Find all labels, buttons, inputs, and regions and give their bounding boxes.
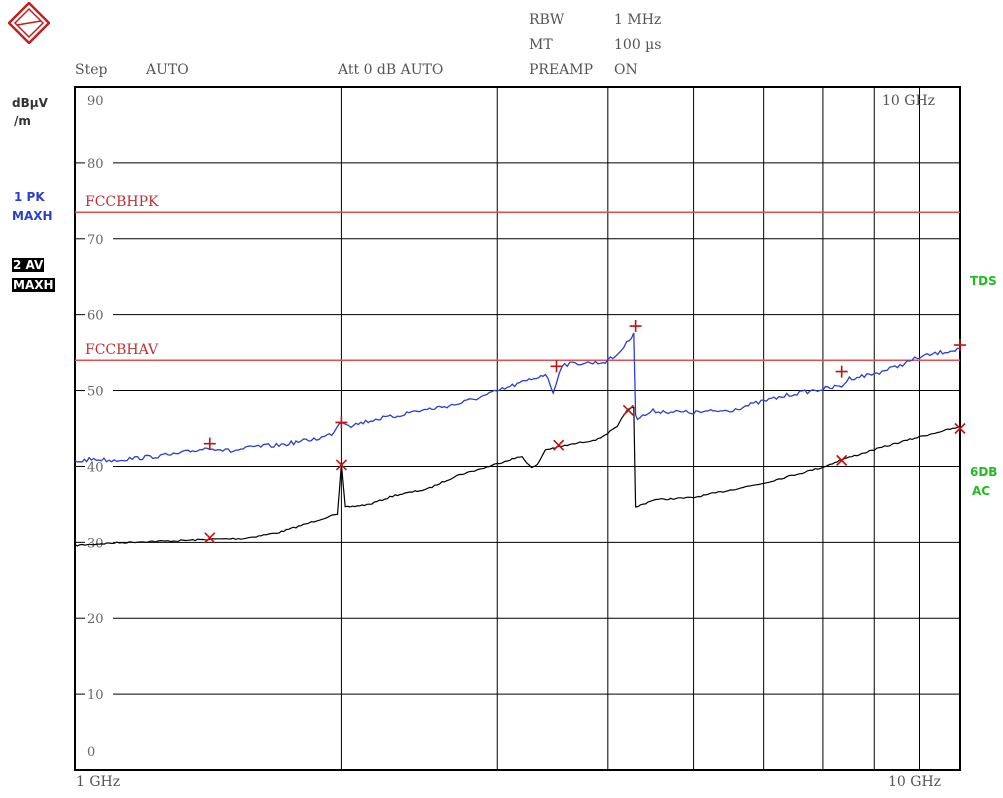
rohde-schwarz-logo [7,1,51,48]
preamp-label: PREAMP [529,62,594,78]
mt-label: MT [529,37,553,53]
tds-label: TDS [970,274,997,288]
average-marker-x [335,459,347,471]
y-tick-label: 90 [87,94,104,109]
step-value: AUTO [146,62,189,78]
peak-marker-plus [550,360,563,373]
unit-label-line2: /m [14,114,31,128]
peak-marker-plus [335,416,348,429]
unit-label-line1: dBµV [12,96,48,110]
plot-frame [74,86,961,771]
average-marker-x [622,404,634,416]
trace2-mode-line2: MAXH [12,278,55,292]
attenuation-text: Att 0 dB AUTO [338,62,444,78]
y-tick-label: 30 [87,536,104,551]
ac-label: AC [972,484,991,498]
rbw-value: 1 MHz [614,12,662,28]
average-marker-x [204,532,216,544]
trace1-mode-line2: MAXH [12,209,53,223]
trace-1-peak [74,332,961,463]
mt-value: 100 µs [614,37,662,53]
y-tick-label: 80 [87,157,104,172]
6db-label: 6DB [970,465,998,479]
y-tick-label: 10 [87,688,104,703]
limit-line-label: FCCBHAV [85,342,159,358]
x-axis-stop-label: 10 GHz [888,774,942,790]
rbw-label: RBW [529,12,565,28]
trace-2-average [74,406,961,547]
average-marker-x [836,454,848,466]
y-tick-label: 50 [87,385,104,400]
average-marker-x [553,439,565,451]
y-tick-label: 0 [87,745,95,760]
peak-marker-plus [203,437,216,450]
trace1-mode-line1: 1 PK [14,190,45,204]
limit-line-label: FCCBHPK [85,194,159,210]
x-axis-start-label: 1 GHz [76,774,121,790]
average-marker-x [954,422,966,435]
y-tick-label: 70 [87,233,104,248]
peak-marker-plus [954,339,966,352]
y-tick-label: 20 [87,612,104,627]
y-tick-label: 40 [87,460,104,475]
y-tick-label: 60 [87,309,104,324]
preamp-value: ON [614,62,638,78]
trace2-mode-line1: 2 AV [12,258,45,272]
corner-frequency-label: 10 GHz [882,93,935,109]
peak-marker-plus [629,320,642,333]
peak-marker-plus [835,365,848,378]
step-label: Step [75,62,108,78]
